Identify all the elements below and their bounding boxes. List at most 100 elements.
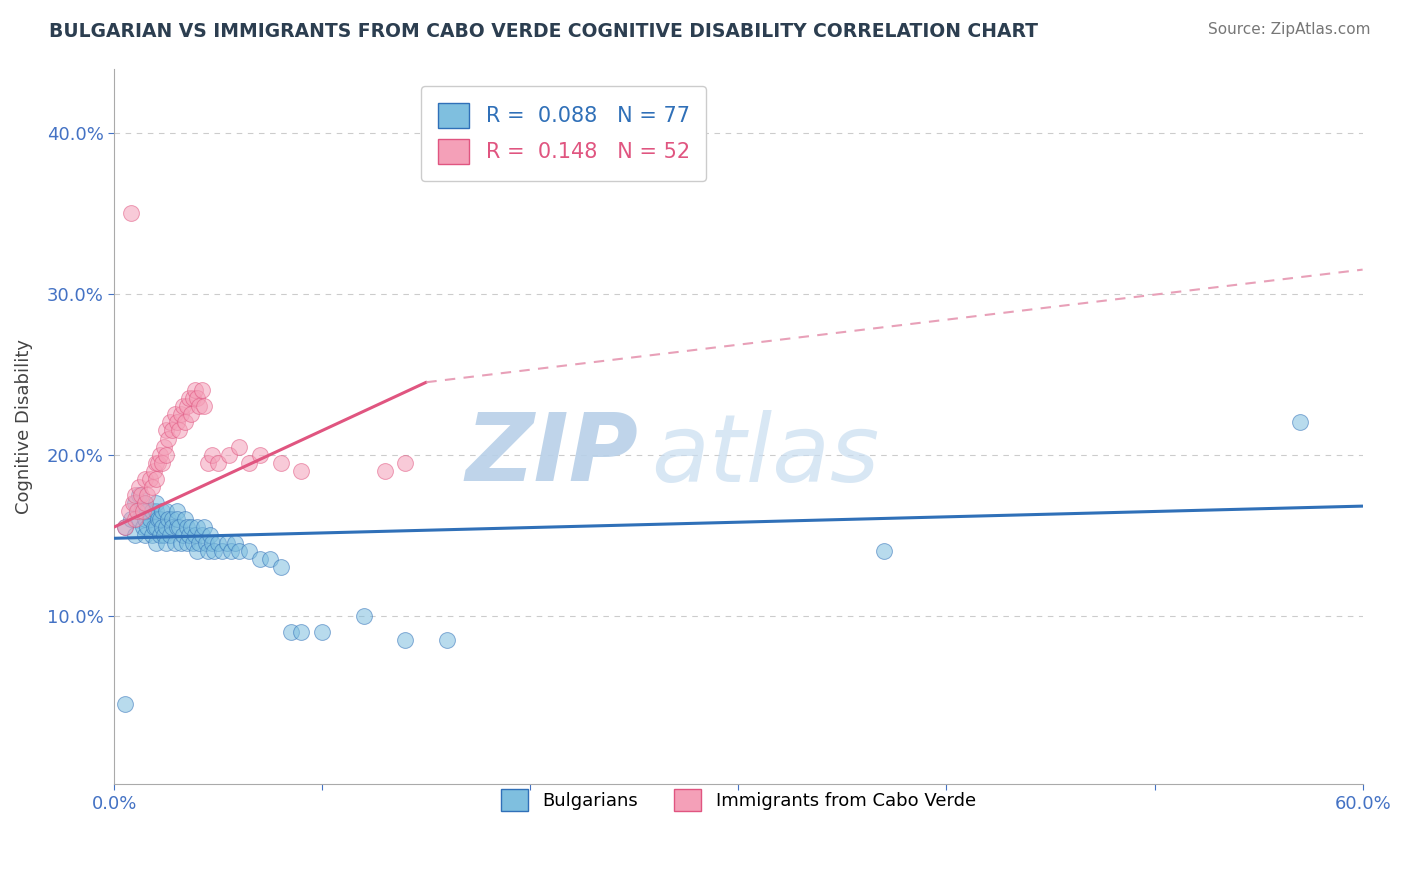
Point bbox=[114, 697, 136, 711]
Point bbox=[157, 512, 180, 526]
Point bbox=[129, 488, 152, 502]
Point bbox=[124, 512, 146, 526]
Point bbox=[215, 536, 238, 550]
Point bbox=[118, 504, 141, 518]
Point bbox=[311, 624, 333, 639]
Point bbox=[124, 528, 146, 542]
Point bbox=[166, 416, 188, 430]
Point bbox=[114, 520, 136, 534]
Point bbox=[124, 496, 146, 510]
Point bbox=[228, 440, 250, 454]
Point bbox=[166, 512, 188, 526]
Point bbox=[193, 520, 215, 534]
Point bbox=[167, 424, 190, 438]
Text: atlas: atlas bbox=[651, 409, 879, 500]
Point bbox=[150, 520, 173, 534]
Point bbox=[138, 472, 160, 486]
Point bbox=[193, 400, 215, 414]
Point bbox=[145, 520, 167, 534]
Point bbox=[150, 504, 173, 518]
Point bbox=[176, 536, 198, 550]
Point bbox=[162, 512, 184, 526]
Point bbox=[145, 536, 167, 550]
Point bbox=[197, 544, 219, 558]
Point bbox=[155, 520, 177, 534]
Point bbox=[166, 504, 188, 518]
Point bbox=[174, 512, 197, 526]
Point bbox=[211, 544, 233, 558]
Point bbox=[238, 456, 260, 470]
Point bbox=[134, 528, 156, 542]
Point bbox=[394, 632, 416, 647]
Point bbox=[166, 520, 188, 534]
Point bbox=[224, 536, 246, 550]
Point bbox=[136, 488, 159, 502]
Point bbox=[141, 528, 163, 542]
Point bbox=[153, 440, 176, 454]
Point bbox=[259, 552, 281, 566]
Point bbox=[132, 520, 155, 534]
Point bbox=[198, 528, 221, 542]
Point bbox=[114, 520, 136, 534]
Point bbox=[207, 456, 229, 470]
Point bbox=[228, 544, 250, 558]
Point bbox=[188, 536, 211, 550]
Point bbox=[270, 456, 292, 470]
Text: ZIP: ZIP bbox=[465, 409, 638, 501]
Point bbox=[134, 472, 156, 486]
Point bbox=[436, 632, 458, 647]
Point bbox=[353, 608, 375, 623]
Point bbox=[249, 552, 271, 566]
Point bbox=[188, 400, 211, 414]
Point bbox=[155, 504, 177, 518]
Point bbox=[270, 560, 292, 574]
Point bbox=[163, 408, 186, 422]
Point bbox=[170, 536, 193, 550]
Point bbox=[159, 528, 181, 542]
Point bbox=[176, 400, 198, 414]
Point bbox=[186, 392, 208, 406]
Point bbox=[172, 400, 194, 414]
Point bbox=[153, 528, 176, 542]
Point bbox=[186, 544, 208, 558]
Point bbox=[172, 528, 194, 542]
Point bbox=[125, 504, 148, 518]
Point bbox=[163, 536, 186, 550]
Point bbox=[136, 520, 159, 534]
Point bbox=[155, 448, 177, 462]
Point bbox=[174, 416, 197, 430]
Point bbox=[159, 416, 181, 430]
Point bbox=[201, 448, 224, 462]
Point bbox=[201, 536, 224, 550]
Point bbox=[124, 488, 146, 502]
Point bbox=[155, 424, 177, 438]
Point bbox=[128, 488, 150, 502]
Y-axis label: Cognitive Disability: Cognitive Disability bbox=[15, 339, 32, 514]
Point bbox=[128, 480, 150, 494]
Point bbox=[134, 512, 156, 526]
Point bbox=[129, 504, 152, 518]
Point bbox=[145, 496, 167, 510]
Point bbox=[122, 496, 145, 510]
Point bbox=[1289, 416, 1312, 430]
Point bbox=[194, 536, 217, 550]
Point bbox=[197, 456, 219, 470]
Point bbox=[177, 528, 200, 542]
Text: Source: ZipAtlas.com: Source: ZipAtlas.com bbox=[1208, 22, 1371, 37]
Point bbox=[180, 408, 202, 422]
Point bbox=[138, 512, 160, 526]
Point bbox=[176, 520, 198, 534]
Point bbox=[394, 456, 416, 470]
Point bbox=[219, 544, 242, 558]
Legend: Bulgarians, Immigrants from Cabo Verde: Bulgarians, Immigrants from Cabo Verde bbox=[486, 774, 990, 825]
Point bbox=[280, 624, 302, 639]
Point bbox=[128, 512, 150, 526]
Point bbox=[120, 512, 142, 526]
Point bbox=[120, 206, 142, 220]
Point bbox=[142, 520, 165, 534]
Point bbox=[202, 544, 225, 558]
Point bbox=[170, 408, 193, 422]
Point bbox=[190, 384, 212, 398]
Point bbox=[149, 528, 172, 542]
Point bbox=[162, 520, 184, 534]
